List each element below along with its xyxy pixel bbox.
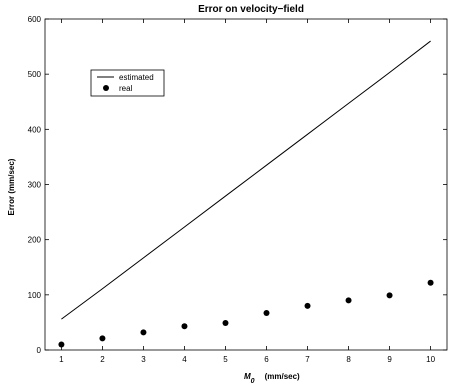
data-point-real: [140, 329, 147, 336]
x-axis-label: M0 (mm/sec): [244, 372, 300, 385]
data-point-real: [58, 341, 65, 348]
x-axis-label-sub: 0: [251, 378, 255, 385]
y-tick-label: 0: [37, 346, 42, 355]
legend-label-estimated: estimated: [119, 73, 154, 82]
legend-box: [90, 69, 165, 97]
y-tick-label: 200: [28, 236, 42, 245]
data-point-real: [181, 323, 188, 330]
x-tick-label: 4: [182, 355, 187, 364]
x-axis-label-main: M: [244, 372, 251, 381]
data-point-real: [345, 297, 352, 304]
x-axis-label-unit: (mm/sec): [265, 372, 300, 381]
x-tick-label: 1: [59, 355, 64, 364]
y-tick-label: 100: [28, 291, 42, 300]
legend-label-real: real: [119, 84, 133, 93]
x-tick-label: 8: [346, 355, 351, 364]
data-point-real: [99, 335, 106, 342]
data-point-real: [263, 310, 270, 317]
x-tick-label: 5: [223, 355, 228, 364]
legend-marker-real: [103, 85, 109, 91]
y-tick-label: 500: [28, 70, 42, 79]
data-point-real: [386, 292, 393, 299]
x-tick-label: 2: [100, 355, 105, 364]
y-tick-label: 400: [28, 125, 42, 134]
y-tick-label: 300: [28, 181, 42, 190]
x-tick-label: 9: [387, 355, 392, 364]
legend: estimated real: [90, 69, 165, 97]
x-tick-label: 10: [426, 355, 435, 364]
data-point-real: [427, 279, 434, 286]
x-tick-label: 3: [141, 355, 146, 364]
x-tick-label: 6: [264, 355, 269, 364]
chart-title: Error on velocity−field: [198, 4, 304, 15]
data-point-real: [222, 319, 229, 326]
x-tick-label: 7: [305, 355, 310, 364]
series-line-estimated: [61, 40, 431, 320]
y-axis-label: Error (mm/sec): [7, 158, 16, 215]
y-tick-label: 600: [28, 15, 42, 24]
data-point-real: [304, 302, 311, 309]
